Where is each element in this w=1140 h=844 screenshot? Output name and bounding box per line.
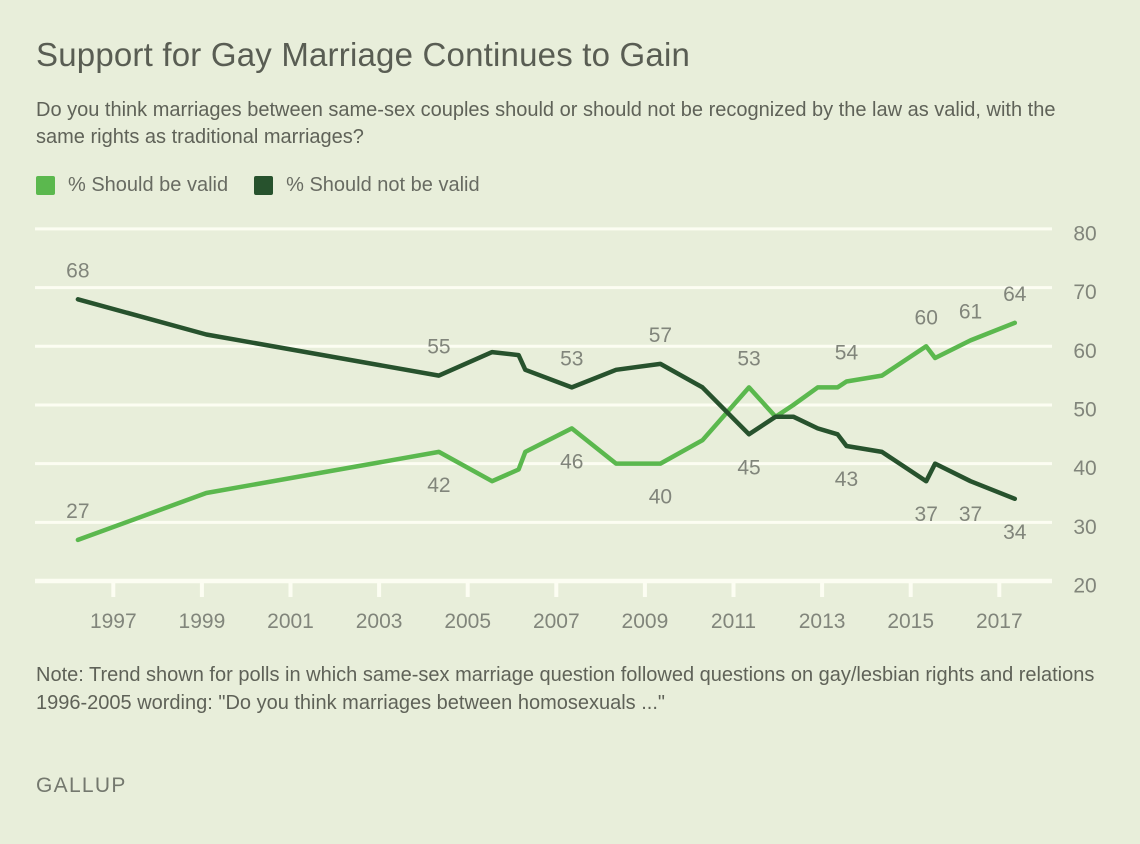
- x-tick-label: 1997: [90, 610, 137, 633]
- data-point-label: 53: [560, 347, 583, 370]
- legend-label-should-not-be-valid: % Should not be valid: [286, 174, 480, 196]
- data-point-label: 64: [1003, 283, 1027, 306]
- series-line-should-be-valid: [75, 320, 1018, 543]
- note-text: Note: Trend shown for polls in which sam…: [36, 664, 1095, 686]
- x-tick-label: 2001: [267, 610, 314, 633]
- x-tick-label: 2015: [887, 610, 934, 633]
- gallup-wordmark: GALLUP: [36, 774, 127, 797]
- data-point-label: 60: [915, 306, 938, 329]
- series-line-should-not-be-valid: [75, 297, 1018, 502]
- data-point-label: 42: [427, 474, 450, 497]
- y-tick-label: 40: [1073, 457, 1096, 480]
- y-tick-label: 70: [1073, 281, 1096, 304]
- legend-item-should-not-be-valid: % Should not be valid: [254, 174, 480, 197]
- y-tick-label: 20: [1073, 575, 1096, 598]
- data-point-label: 43: [835, 468, 858, 491]
- chart-title: Support for Gay Marriage Continues to Ga…: [36, 36, 691, 73]
- data-point-label: 61: [959, 300, 982, 323]
- y-tick-label: 80: [1073, 222, 1096, 245]
- data-point-label: 45: [737, 456, 760, 479]
- wording-text: 1996-2005 wording: "Do you think marriag…: [36, 691, 665, 714]
- x-tick-label: 1999: [179, 610, 226, 633]
- not-valid-series-swatch-icon: [254, 176, 274, 195]
- data-point-label: 34: [1003, 521, 1027, 544]
- data-point-label: 57: [649, 324, 672, 347]
- data-point-label: 68: [66, 259, 89, 282]
- x-tick-label: 2017: [976, 610, 1023, 633]
- x-tick-label: 2013: [799, 610, 846, 633]
- x-tick-label: 2005: [444, 610, 491, 633]
- data-point-label: 37: [915, 503, 938, 526]
- valid-series-swatch-icon: [36, 176, 55, 195]
- data-point-label: 40: [649, 486, 672, 509]
- y-tick-label: 30: [1073, 516, 1096, 539]
- data-point-label: 55: [427, 336, 450, 359]
- y-tick-label: 60: [1073, 340, 1096, 363]
- footnote: Note: Trend shown for polls in which sam…: [36, 662, 1096, 717]
- legend-item-should-be-valid: % Should be valid: [36, 174, 228, 197]
- x-tick-label: 2011: [711, 610, 756, 633]
- y-tick-label: 50: [1073, 398, 1096, 421]
- x-tick-label: 2007: [533, 610, 580, 633]
- chart-question: Do you think marriages between same-sex …: [36, 99, 1056, 148]
- legend-label-should-be-valid: % Should be valid: [68, 174, 229, 196]
- data-point-label: 37: [959, 503, 982, 526]
- x-tick-label: 2009: [622, 610, 669, 633]
- data-point-label: 27: [66, 500, 89, 523]
- x-tick-label: 2003: [356, 610, 403, 633]
- legend: % Should be valid % Should not be valid: [36, 174, 480, 197]
- data-point-label: 46: [560, 450, 583, 473]
- data-point-label: 54: [835, 341, 859, 364]
- data-point-label: 53: [737, 347, 760, 370]
